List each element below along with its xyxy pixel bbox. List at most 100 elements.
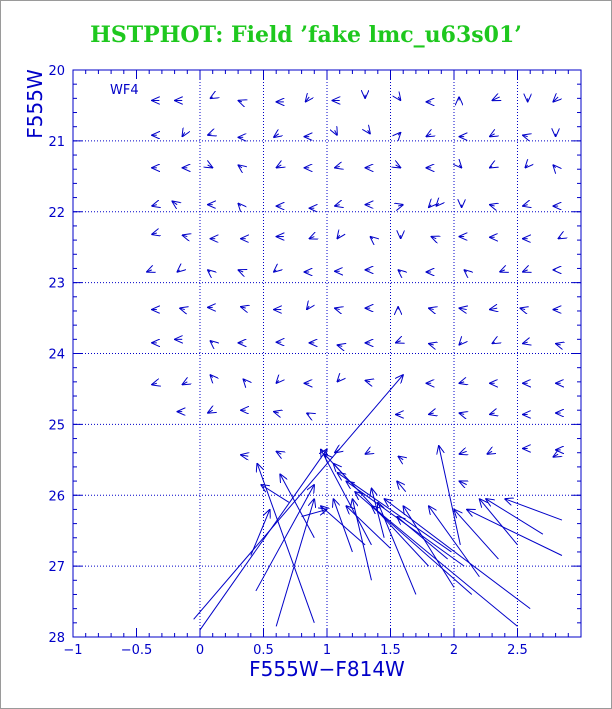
data-arrow	[152, 205, 157, 206]
data-arrow	[208, 134, 212, 135]
data-arrow	[274, 134, 279, 138]
data-arrow	[210, 97, 213, 98]
y-tick-label: 25	[48, 418, 65, 433]
y-tick-label: 28	[48, 631, 65, 646]
data-arrow	[467, 509, 563, 556]
y-tick-label: 21	[48, 135, 65, 150]
data-arrow	[274, 412, 279, 413]
data-arrow	[558, 237, 561, 238]
data-arrow	[454, 509, 499, 560]
data-arrow	[152, 383, 157, 384]
data-arrow	[368, 130, 371, 134]
data-arrow	[335, 130, 338, 135]
data-arrow	[250, 509, 270, 556]
data-arrow	[396, 341, 401, 343]
y-tick-label: 24	[48, 348, 65, 363]
data-arrow	[459, 308, 467, 309]
data-arrow	[371, 506, 518, 627]
data-arrow	[459, 481, 467, 485]
data-arrow	[459, 382, 464, 383]
data-arrow	[305, 97, 309, 102]
data-arrow	[238, 270, 243, 272]
data-arrow	[346, 506, 391, 549]
data-arrow	[208, 270, 211, 272]
data-arrow	[307, 306, 310, 310]
data-arrow	[396, 165, 401, 168]
data-arrow	[459, 342, 462, 345]
data-arrow	[371, 488, 385, 538]
data-arrow	[243, 379, 246, 382]
data-arrow	[398, 97, 401, 101]
x-tick-label: 2	[450, 643, 458, 658]
data-arrow	[464, 270, 467, 272]
data-arrow	[459, 413, 464, 414]
data-arrow	[487, 451, 492, 454]
data-arrow	[352, 499, 372, 581]
data-arrow	[210, 341, 213, 343]
data-arrow	[274, 270, 277, 272]
data-arrow	[459, 165, 462, 168]
x-tick-label: 0.5	[253, 643, 274, 658]
y-tick-label: 27	[48, 560, 65, 575]
data-arrow	[429, 413, 434, 414]
data-arrow	[255, 485, 314, 592]
data-arrow	[525, 165, 528, 168]
data-arrow	[182, 382, 187, 385]
data-arrow	[553, 97, 558, 102]
data-arrow	[500, 270, 505, 272]
data-arrow	[180, 308, 185, 309]
data-arrow	[429, 344, 434, 345]
page-title: HSTPHOT: Field ’fake lmc_u63s01’	[90, 22, 522, 48]
data-arrow	[337, 473, 452, 553]
data-arrow	[523, 342, 528, 343]
y-tick-label: 26	[48, 489, 65, 504]
x-tick-label: −1	[63, 643, 82, 658]
data-arrow	[182, 132, 185, 136]
data-arrow	[490, 166, 493, 167]
data-arrow	[275, 499, 314, 627]
data-arrow	[492, 97, 500, 101]
data-arrow	[486, 499, 544, 535]
data-arrow	[365, 451, 370, 454]
data-arrow	[398, 456, 403, 460]
data-arrows	[147, 95, 563, 631]
data-arrow	[398, 205, 403, 206]
data-arrow	[490, 413, 495, 414]
data-arrow	[147, 270, 152, 272]
data-arrow	[553, 454, 558, 457]
data-arrow	[429, 308, 434, 309]
data-arrow	[429, 205, 432, 208]
data-arrow	[208, 165, 213, 168]
data-arrow	[398, 132, 401, 135]
data-arrow	[492, 342, 495, 343]
data-arrow	[152, 233, 157, 234]
data-arrow	[208, 410, 213, 413]
data-arrow	[309, 237, 314, 239]
data-arrow	[321, 449, 372, 546]
data-arrow	[520, 308, 525, 309]
data-arrow	[505, 499, 563, 521]
data-arrow	[553, 165, 556, 168]
data-arrow	[199, 449, 327, 631]
data-arrow	[276, 451, 281, 454]
data-arrow	[337, 379, 340, 382]
data-arrow	[490, 134, 495, 137]
data-arrow	[307, 413, 310, 414]
data-arrow	[398, 270, 401, 272]
data-arrow	[280, 474, 315, 539]
x-tick-label: 2.5	[507, 643, 528, 658]
data-arrow	[397, 481, 407, 493]
data-arrow	[436, 203, 439, 206]
data-arrow	[523, 270, 528, 272]
data-arrow	[378, 502, 417, 595]
data-arrow	[335, 308, 340, 309]
data-arrow	[459, 451, 467, 454]
data-arrow	[238, 203, 241, 206]
data-arrow	[431, 237, 436, 239]
x-tick-label: 1.5	[380, 643, 401, 658]
data-arrow	[523, 135, 528, 136]
panel-label: WF4	[110, 83, 139, 98]
plot-frame	[72, 69, 582, 638]
data-arrow	[241, 455, 249, 456]
